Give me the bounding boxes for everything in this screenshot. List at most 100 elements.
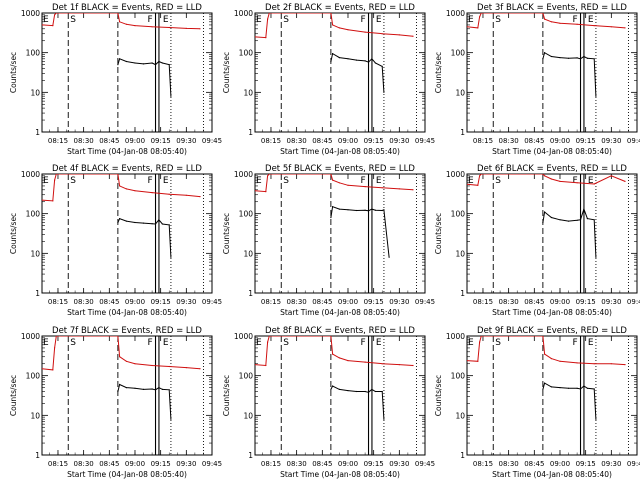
marker-label-E: E [588, 176, 594, 186]
lld-data-point [593, 363, 595, 365]
lld-data-point [467, 183, 468, 185]
series-lld-line [255, 13, 414, 39]
events-data-point [542, 221, 544, 224]
events-data-point [332, 206, 334, 208]
marker-label-S: S [495, 176, 501, 186]
x-axis-label: Start Time (04-Jan-08 08:05:40) [67, 147, 187, 156]
plot-frame [41, 12, 213, 133]
x-tick-label: 09:45 [627, 298, 640, 306]
events-data-point [542, 58, 544, 60]
y-tick-label: 100 [239, 49, 254, 58]
y-tick-label: 1000 [446, 332, 465, 341]
lld-data-point [55, 336, 57, 337]
x-tick-label: 08:15 [473, 298, 493, 306]
events-data-point [567, 220, 570, 222]
x-axis-label: Start Time (04-Jan-08 08:05:40) [492, 147, 612, 156]
y-tick-label: 1000 [234, 9, 253, 18]
events-data-point [367, 210, 370, 212]
events-data-point [154, 389, 157, 391]
lld-data-point [559, 360, 561, 362]
lld-data-point [576, 182, 578, 184]
panel-title: Det 6f BLACK = Events, RED = LLD [477, 164, 627, 174]
lld-data-point [255, 36, 256, 38]
lld-data-point [542, 174, 544, 175]
events-data-point [119, 218, 121, 220]
events-data-point [332, 385, 334, 387]
marker-label-E: E [163, 176, 169, 186]
lld-data-point [330, 174, 332, 175]
y-tick-label: 100 [451, 372, 466, 381]
lld-data-point [477, 27, 479, 29]
events-data-point [168, 224, 170, 226]
panel-det-9: Det 9f BLACK = Events, RED = LLD 1 10 100 10… [434, 326, 640, 479]
events-data-point [544, 211, 546, 213]
lld-data-point [185, 367, 187, 369]
panel-det-7: Det 7f BLACK = Events, RED = LLD 1 10 100 10… [9, 326, 222, 479]
marker-label-E: E [43, 15, 49, 25]
plot-frame [254, 173, 426, 294]
marker-label-S: S [495, 15, 501, 25]
x-tick-label: 09:15 [576, 460, 596, 468]
lld-data-point [398, 188, 400, 190]
events-data-point [374, 62, 376, 64]
y-tick-label: 1000 [21, 9, 40, 18]
y-tick-label: 100 [239, 372, 254, 381]
lld-data-point [185, 27, 187, 29]
lld-data-point [477, 360, 479, 362]
events-data-point [142, 222, 145, 224]
panel-det-6: Det 6f BLACK = Events, RED = LLD 1 10 100 10… [434, 164, 640, 317]
events-data-point [170, 418, 172, 420]
lld-data-point [199, 28, 201, 30]
lld-data-point [364, 31, 366, 33]
x-tick-label: 09:00 [125, 460, 145, 468]
events-data-point [595, 256, 597, 258]
x-tick-label: 09:30 [176, 298, 196, 306]
x-tick-label: 08:15 [261, 460, 281, 468]
panel-title: Det 2f BLACK = Events, RED = LLD [265, 3, 415, 13]
lld-data-point [479, 341, 481, 343]
panel-det-3: Det 3f BLACK = Events, RED = LLD 1 10 100 10… [434, 3, 640, 156]
series-lld-line [255, 174, 414, 193]
events-data-point [347, 58, 349, 60]
events-data-point [371, 388, 373, 390]
events-data-point [347, 209, 349, 211]
x-tick-label: 09:30 [601, 298, 621, 306]
lld-data-point [125, 188, 127, 190]
lld-data-point [134, 190, 136, 192]
marker-label-E: E [588, 15, 594, 25]
events-data-point [542, 388, 544, 390]
events-data-point [559, 387, 561, 389]
x-tick-label: 09:15 [576, 137, 596, 145]
events-data-point [170, 95, 172, 97]
lld-data-point [477, 184, 479, 186]
y-axis-label: Counts/sec [434, 52, 443, 93]
events-data-point [364, 390, 366, 393]
lld-data-point [125, 23, 127, 25]
x-tick-label: 08:30 [74, 460, 94, 468]
marker-label-F: F [148, 176, 153, 186]
marker-label-E: E [588, 338, 594, 348]
lld-data-point [480, 174, 482, 175]
marker-label-E: E [376, 15, 382, 25]
events-data-point [371, 58, 373, 60]
x-tick-label: 08:30 [287, 460, 307, 468]
events-data-point [567, 387, 570, 389]
events-data-point [579, 388, 582, 390]
x-tick-label: 09:45 [627, 137, 640, 145]
events-data-point [374, 390, 376, 393]
lld-data-point [267, 18, 269, 20]
y-tick-label: 1 [35, 451, 40, 460]
lld-data-point [332, 179, 334, 181]
y-tick-label: 100 [26, 210, 41, 219]
x-tick-label: 08:30 [499, 460, 519, 468]
plot-frame [466, 12, 638, 133]
events-data-point [544, 52, 546, 54]
lld-data-point [168, 365, 170, 368]
events-data-point [168, 64, 170, 66]
events-data-point [367, 61, 370, 63]
x-tick-label: 09:30 [389, 460, 409, 468]
y-tick-label: 1000 [446, 9, 465, 18]
events-data-point [383, 91, 385, 93]
marker-label-E: E [256, 338, 262, 348]
events-data-point [586, 387, 589, 389]
